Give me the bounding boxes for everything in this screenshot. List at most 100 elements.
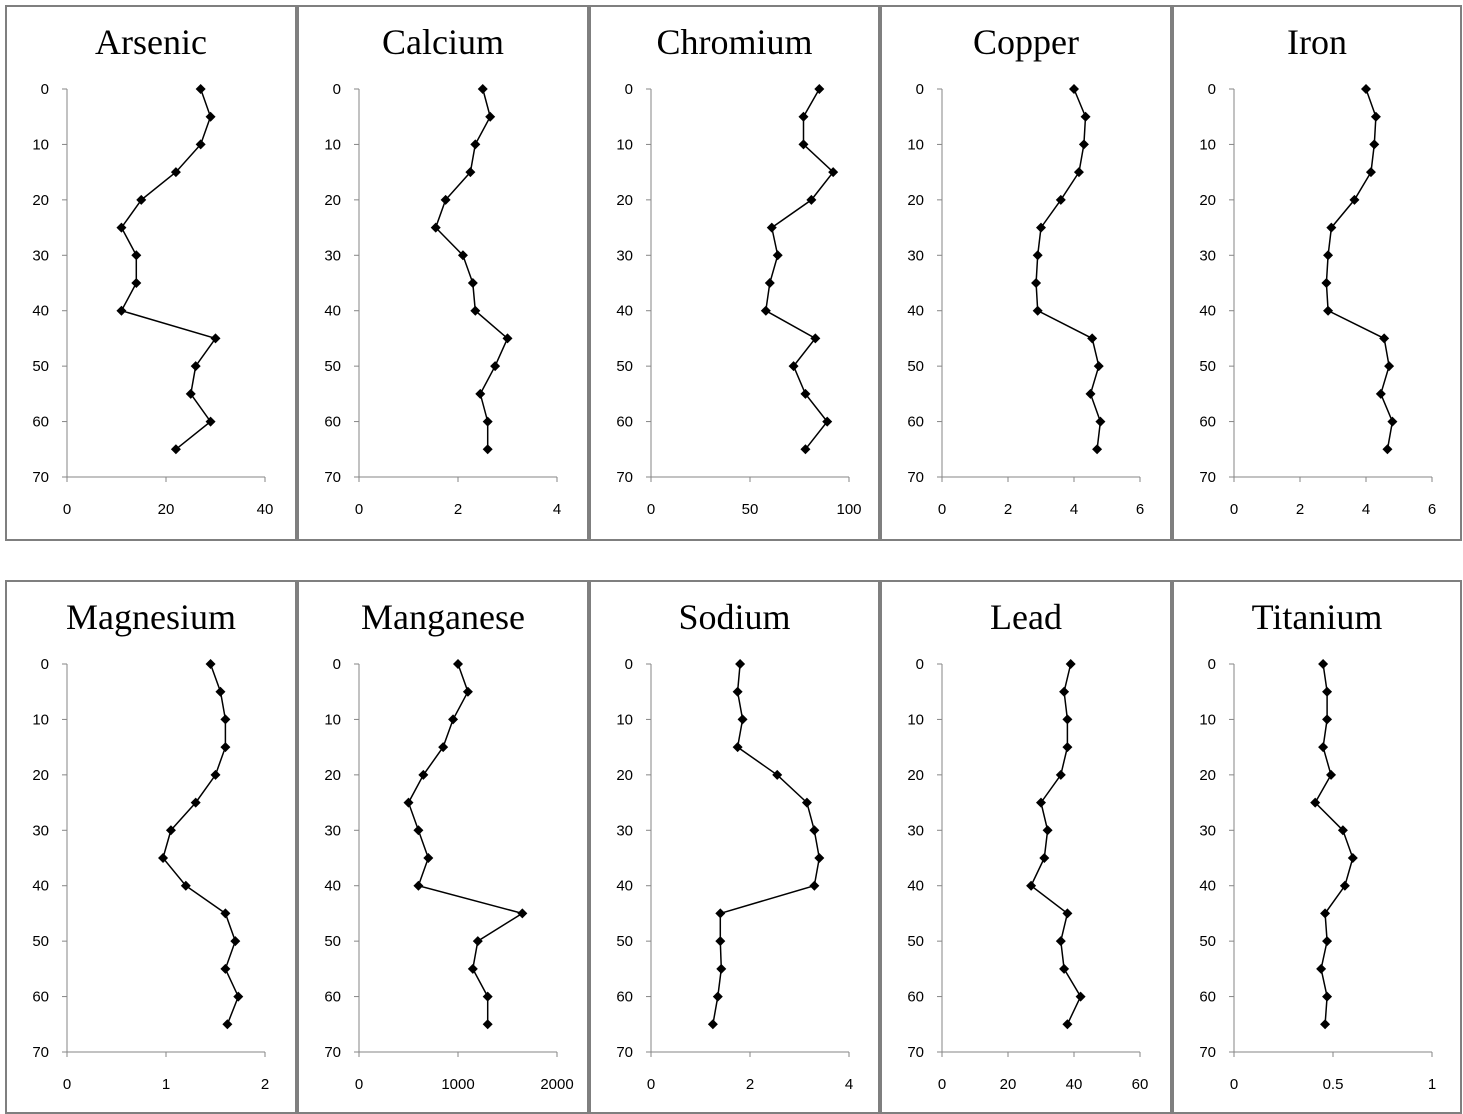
data-point <box>490 361 501 372</box>
data-point <box>810 333 821 344</box>
data-point <box>205 659 216 669</box>
y-tick-label: 10 <box>1199 711 1216 728</box>
chart-panel-titanium: Titanium 0 10 20 30 40 50 60 70 0 0.5 1 <box>1172 580 1462 1114</box>
data-point <box>1039 853 1050 863</box>
data-point <box>1365 167 1376 178</box>
y-tick-label: 40 <box>1199 878 1216 895</box>
chart-plot: 0 10 20 30 40 50 60 70 0 2 4 <box>616 656 853 1093</box>
y-tick-label: 0 <box>1208 656 1216 673</box>
chart-title: Sodium <box>678 597 791 637</box>
y-tick-label: 70 <box>32 1044 49 1061</box>
data-point <box>1320 1019 1331 1030</box>
y-tick-label: 70 <box>907 1044 924 1061</box>
data-point <box>222 1019 233 1030</box>
data-point <box>230 936 241 947</box>
data-point <box>190 361 201 372</box>
data-point <box>1042 825 1053 836</box>
y-tick-label: 70 <box>1199 469 1216 486</box>
data-point <box>715 936 726 947</box>
data-point <box>1085 388 1096 399</box>
y-tick-label: 50 <box>616 933 633 950</box>
data-point <box>136 194 147 205</box>
data-point <box>772 769 783 780</box>
y-tick-label: 20 <box>32 767 49 784</box>
data-point <box>220 714 231 725</box>
data-point <box>798 139 809 150</box>
data-point <box>1370 111 1381 122</box>
data-point <box>1382 444 1393 455</box>
y-tick-label: 30 <box>324 822 341 839</box>
y-tick-label: 0 <box>625 81 633 98</box>
data-point <box>707 1019 718 1030</box>
chart-panel-iron: Iron 0 10 20 30 40 50 60 70 0 2 4 6 <box>1172 5 1462 541</box>
data-point <box>715 908 726 919</box>
data-point <box>1055 936 1066 947</box>
x-tick-label: 4 <box>1070 501 1078 518</box>
y-tick-label: 40 <box>907 878 924 895</box>
data-point <box>482 991 493 1002</box>
y-tick-label: 0 <box>333 656 341 673</box>
x-tick-label: 40 <box>1066 1076 1083 1093</box>
y-tick-label: 10 <box>1199 136 1216 153</box>
x-tick-label: 0 <box>938 1076 946 1093</box>
chart-plot: 0 10 20 30 40 50 60 70 0 2 4 6 <box>907 81 1144 518</box>
data-point <box>1055 769 1066 780</box>
x-tick-label: 40 <box>257 501 274 518</box>
data-point <box>462 686 473 697</box>
y-tick-label: 10 <box>32 711 49 728</box>
y-tick-label: 20 <box>616 767 633 784</box>
data-point <box>712 991 723 1002</box>
chart-panel-arsenic: Arsenic 0 10 20 30 40 50 60 70 0 20 40 <box>5 5 297 541</box>
data-point <box>482 1019 493 1030</box>
data-point <box>1036 222 1046 233</box>
x-tick-label: 1000 <box>441 1076 474 1093</box>
data-point <box>814 853 825 863</box>
data-point <box>760 305 771 316</box>
x-tick-label: 4 <box>845 1076 853 1093</box>
data-point <box>1065 659 1076 669</box>
data-point <box>1320 908 1331 919</box>
y-tick-label: 30 <box>1199 247 1216 264</box>
data-point <box>1055 194 1066 205</box>
data-point <box>1326 222 1337 233</box>
data-point <box>735 659 746 669</box>
data-point <box>170 167 181 178</box>
data-point <box>1032 305 1043 316</box>
y-tick-label: 10 <box>616 136 633 153</box>
chart-title: Manganese <box>361 597 525 637</box>
y-tick-label: 60 <box>324 989 341 1006</box>
y-tick-label: 20 <box>324 192 341 209</box>
data-point <box>772 250 783 261</box>
data-point <box>210 333 221 344</box>
data-point <box>1062 742 1073 753</box>
data-point <box>195 139 206 150</box>
series-line <box>764 88 835 450</box>
data-point <box>1326 769 1337 780</box>
y-tick-label: 70 <box>32 469 49 486</box>
chart-plot: 0 10 20 30 40 50 60 70 0 2 4 6 <box>1199 81 1436 518</box>
y-tick-label: 0 <box>625 656 633 673</box>
series-line <box>1030 663 1082 1025</box>
chart-plot: 0 10 20 30 40 50 60 70 0 50 100 <box>616 81 861 518</box>
x-tick-label: 2 <box>454 501 462 518</box>
data-point <box>1078 139 1089 150</box>
x-tick-label: 0 <box>1230 1076 1238 1093</box>
data-point <box>1069 84 1079 94</box>
data-point <box>438 742 449 753</box>
data-point <box>210 769 221 780</box>
chart-title: Lead <box>990 597 1062 637</box>
data-point <box>475 388 486 399</box>
data-point <box>1337 825 1348 836</box>
y-tick-label: 50 <box>32 933 49 950</box>
y-tick-label: 40 <box>1199 303 1216 320</box>
chart-panel-lead: Lead 0 10 20 30 40 50 60 70 0 20 40 60 <box>880 580 1172 1114</box>
y-tick-label: 40 <box>324 878 341 895</box>
y-tick-label: 70 <box>324 469 341 486</box>
chart-panel-manganese: Manganese 0 10 20 30 40 50 60 70 0 1000 2000 <box>297 580 589 1114</box>
x-tick-label: 1 <box>1428 1076 1436 1093</box>
data-point <box>1361 84 1371 94</box>
chart-title: Calcium <box>382 22 504 62</box>
chart-panel-sodium: Sodium 0 10 20 30 40 50 60 70 0 2 4 <box>589 580 880 1114</box>
data-point <box>482 444 493 455</box>
data-point <box>448 714 459 725</box>
